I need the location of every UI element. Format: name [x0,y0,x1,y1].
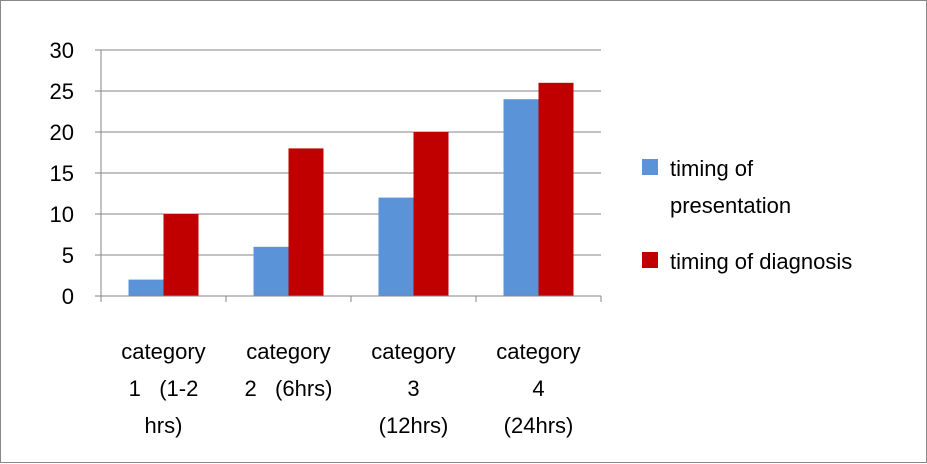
legend-swatch [642,252,658,268]
y-tick-label: 30 [50,38,74,63]
y-tick-label: 5 [62,243,74,268]
bar-diagnosis [538,82,574,296]
x-category-label: hrs) [145,413,183,438]
legend-label: timing of [670,156,754,181]
legend-label: presentation [670,193,791,218]
x-category-labels: category 1 (1-2 hrs) category 2 (6hrs) catego… [121,339,580,438]
bar-diagnosis [288,148,324,296]
y-tick-label: 25 [50,79,74,104]
x-category-label: category [246,339,330,364]
y-tick-label: 20 [50,120,74,145]
bar-presentation [378,197,414,296]
x-category-label: category [496,339,580,364]
legend-swatch [642,159,658,175]
bar-presentation [128,279,164,296]
x-category-label: category [121,339,205,364]
x-category-label: (24hrs) [504,413,574,438]
x-category-label: (12hrs) [379,413,449,438]
x-category-label: 2 (6hrs) [244,376,332,401]
legend-label: timing of diagnosis [670,249,852,274]
x-category-label: 4 [532,376,544,401]
x-category-label: 3 [407,376,419,401]
y-tick-label: 10 [50,202,74,227]
bars [128,82,574,296]
axes [95,49,602,302]
y-tick-labels: 0 5 10 15 20 25 30 [50,38,74,309]
x-category-label: 1 (1-2 [129,376,199,401]
bar-presentation [503,99,539,296]
bar-diagnosis [163,214,199,296]
x-category-label: category [371,339,455,364]
bar-presentation [253,246,289,296]
legend: timing of presentation timing of diagnosis [642,156,852,274]
bar-diagnosis [413,132,449,296]
y-tick-label: 0 [62,284,74,309]
y-tick-label: 15 [50,161,74,186]
